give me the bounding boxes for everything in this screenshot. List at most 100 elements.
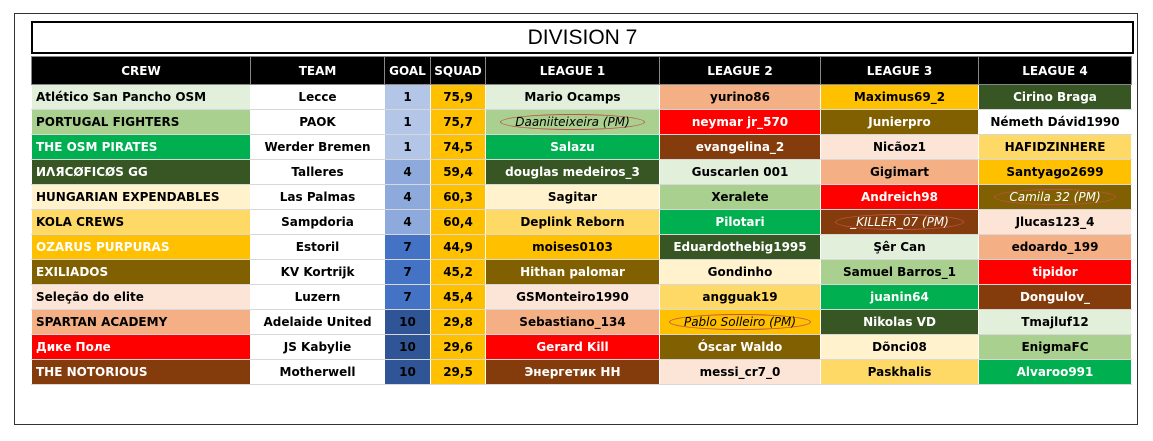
goal-cell: 4 [384, 159, 431, 185]
header-league-4: LEAGUE 4 [978, 56, 1132, 85]
table-row: KOLA CREWS Sampdoria 4 60,4 Deplink Reborn Pi… [31, 209, 1132, 235]
header-row: CREW TEAM GOAL SQUAD LEAGUE 1 LEAGUE 2 L… [31, 56, 1132, 85]
league-4-cell: Cirino Braga [978, 84, 1132, 110]
league-1-cell: Deplink Reborn [485, 209, 660, 235]
crew-cell: ИΛЯCØFICØS GG [31, 159, 251, 185]
league-2-cell: evangelina_2 [659, 134, 821, 160]
header-league-2: LEAGUE 2 [659, 56, 821, 85]
league-2-cell: Óscar Waldo [659, 334, 821, 360]
goal-cell: 4 [384, 184, 431, 210]
crew-cell: Atlético San Pancho OSM [31, 84, 251, 110]
squad-cell: 44,9 [430, 234, 486, 260]
league-1-cell: Sebastiano_134 [485, 309, 660, 335]
league-1-cell: Daaniiteixeira (PM) [485, 109, 660, 135]
league-4-cell: Alvaroo991 [978, 359, 1132, 385]
goal-cell: 1 [384, 109, 431, 135]
crew-cell: HUNGARIAN EXPENDABLES [31, 184, 251, 210]
league-3-cell: Dõnci08 [820, 334, 979, 360]
crew-cell: EXILIADOS [31, 259, 251, 285]
league-3-cell: Nicãoz1 [820, 134, 979, 160]
league-1-cell: Sagitar [485, 184, 660, 210]
squad-cell: 29,6 [430, 334, 486, 360]
team-cell: Lecce [250, 84, 385, 110]
team-cell: Luzern [250, 284, 385, 310]
team-cell: Sampdoria [250, 209, 385, 235]
squad-cell: 29,8 [430, 309, 486, 335]
division-title: DIVISION 7 [31, 21, 1134, 54]
crew-cell: KOLA CREWS [31, 209, 251, 235]
pm-highlight-oval: _KILLER_07 (PM) [835, 214, 964, 230]
squad-cell: 45,2 [430, 259, 486, 285]
header-league-1: LEAGUE 1 [485, 56, 660, 85]
league-3-cell: juanin64 [820, 284, 979, 310]
team-cell: Werder Bremen [250, 134, 385, 160]
table-row: HUNGARIAN EXPENDABLES Las Palmas 4 60,3 Sagi… [31, 184, 1132, 210]
table-row: SPARTAN ACADEMY Adelaide United 10 29,8 Seba… [31, 309, 1132, 335]
league-3-cell: Samuel Barros_1 [820, 259, 979, 285]
league-2-cell: angguak19 [659, 284, 821, 310]
team-cell: Adelaide United [250, 309, 385, 335]
table-row: Дике Поле JS Kabylie 10 29,6 Gerard Kill Ósca… [31, 334, 1132, 360]
league-2-cell: Eduardothebig1995 [659, 234, 821, 260]
league-2-cell: Guscarlen 001 [659, 159, 821, 185]
pm-highlight-oval: Camila 32 (PM) [994, 189, 1116, 205]
league-4-cell: tipidor [978, 259, 1132, 285]
league-4-cell: edoardo_199 [978, 234, 1132, 260]
league-2-cell: Pilotari [659, 209, 821, 235]
squad-cell: 75,7 [430, 109, 486, 135]
league-2-cell: Xeralete [659, 184, 821, 210]
league-1-cell: Энергетик НН [485, 359, 660, 385]
table-row: PORTUGAL FIGHTERS PAOK 1 75,7 Daaniiteixeira… [31, 109, 1132, 135]
crew-cell: Seleção do elite [31, 284, 251, 310]
league-3-cell: Andreich98 [820, 184, 979, 210]
goal-cell: 10 [384, 309, 431, 335]
league-3-cell: Maximus69_2 [820, 84, 979, 110]
team-cell: Estoril [250, 234, 385, 260]
league-4-cell: Tmajluf12 [978, 309, 1132, 335]
league-2-cell: Pablo Solleiro (PM) [659, 309, 821, 335]
team-cell: Talleres [250, 159, 385, 185]
header-crew: CREW [31, 56, 251, 85]
crew-cell: OZARUS PURPURAS [31, 234, 251, 260]
pm-highlight-oval: Daaniiteixeira (PM) [500, 114, 645, 130]
goal-cell: 1 [384, 84, 431, 110]
league-3-cell: Paskhalis [820, 359, 979, 385]
crew-cell: Дике Поле [31, 334, 251, 360]
goal-cell: 7 [384, 284, 431, 310]
squad-cell: 29,5 [430, 359, 486, 385]
squad-cell: 45,4 [430, 284, 486, 310]
league-2-cell: Gondinho [659, 259, 821, 285]
league-3-cell: Gigimart [820, 159, 979, 185]
squad-cell: 60,3 [430, 184, 486, 210]
league-4-cell: Jlucas123_4 [978, 209, 1132, 235]
league-1-cell: douglas medeiros_3 [485, 159, 660, 185]
goal-cell: 4 [384, 209, 431, 235]
league-4-cell: Santyago2699 [978, 159, 1132, 185]
goal-cell: 10 [384, 334, 431, 360]
squad-cell: 74,5 [430, 134, 486, 160]
league-4-cell: EnigmaFC [978, 334, 1132, 360]
header-goal: GOAL [384, 56, 431, 85]
league-1-cell: Salazu [485, 134, 660, 160]
league-2-cell: messi_cr7_0 [659, 359, 821, 385]
league-2-cell: yurino86 [659, 84, 821, 110]
goal-cell: 1 [384, 134, 431, 160]
league-4-cell: HAFIDZINHERE [978, 134, 1132, 160]
league-1-cell: Mario Ocamps [485, 84, 660, 110]
league-3-cell: Nikolas VD [820, 309, 979, 335]
pm-highlight-oval: Pablo Solleiro (PM) [668, 314, 812, 330]
table-row: THE NOTORIOUS Motherwell 10 29,5 Энергетик Н… [31, 359, 1132, 385]
header-league-3: LEAGUE 3 [820, 56, 979, 85]
league-1-cell: GSMonteiro1990 [485, 284, 660, 310]
team-cell: JS Kabylie [250, 334, 385, 360]
league-1-cell: moises0103 [485, 234, 660, 260]
league-3-cell: _KILLER_07 (PM) [820, 209, 979, 235]
squad-cell: 59,4 [430, 159, 486, 185]
table-row: ИΛЯCØFICØS GG Talleres 4 59,4 douglas medeir… [31, 159, 1132, 185]
table-row: Seleção do elite Luzern 7 45,4 GSMonteiro199… [31, 284, 1132, 310]
league-1-cell: Gerard Kill [485, 334, 660, 360]
team-cell: Motherwell [250, 359, 385, 385]
squad-cell: 60,4 [430, 209, 486, 235]
league-4-cell: Camila 32 (PM) [978, 184, 1132, 210]
header-team: TEAM [250, 56, 385, 85]
